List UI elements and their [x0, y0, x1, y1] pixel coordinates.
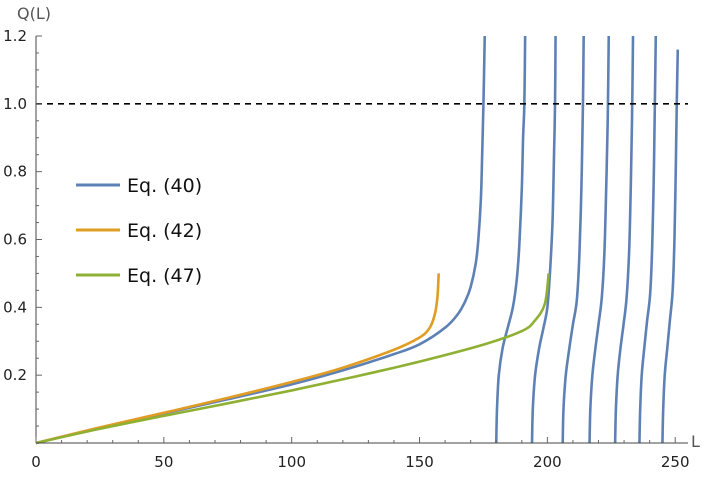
y-tick-label: 1.2 — [3, 27, 27, 45]
series-1-branch-3 — [530, 35, 557, 444]
x-tick-label: 50 — [154, 453, 173, 471]
y-ticks: 0.2 0.4 0.6 0.8 1.0 1.2 — [3, 27, 42, 427]
x-tick-label: 100 — [277, 453, 306, 471]
series-layer — [35, 35, 680, 445]
series-1-branch-4 — [561, 35, 585, 444]
x-axis-title: L — [691, 432, 700, 451]
legend-label-2: Eq. (42) — [127, 220, 202, 242]
series-2-branch-1 — [35, 273, 441, 445]
y-axis-title: Q(L) — [17, 4, 51, 23]
series-1-branch-8 — [661, 49, 680, 444]
axes-layer: 0 50 100 150 200 250 0.2 0.4 0.6 0.8 1.0 1.2 — [3, 27, 689, 471]
x-ticks: 0 50 100 150 200 250 — [31, 437, 690, 471]
series-1-branch-7 — [638, 35, 658, 444]
legend: Eq. (40) Eq. (42) Eq. (47) — [76, 175, 202, 287]
series-3-branch-1 — [35, 273, 550, 445]
y-tick-label: 1.0 — [3, 95, 27, 113]
y-tick-label: 0.6 — [3, 231, 27, 249]
series-1-branch-2 — [494, 35, 527, 444]
x-tick-label: 250 — [661, 453, 690, 471]
legend-label-3: Eq. (47) — [127, 265, 202, 287]
legend-label-1: Eq. (40) — [127, 175, 202, 197]
x-tick-label: 0 — [31, 453, 41, 471]
y-tick-label: 0.4 — [3, 298, 27, 316]
y-tick-label: 0.8 — [3, 163, 27, 181]
series-1-branch-5 — [588, 35, 611, 444]
x-tick-label: 200 — [533, 453, 562, 471]
y-tick-label: 0.2 — [3, 366, 27, 384]
series-1-branch-6 — [613, 35, 635, 444]
x-tick-label: 150 — [405, 453, 434, 471]
series-1-branch-1 — [35, 35, 487, 445]
